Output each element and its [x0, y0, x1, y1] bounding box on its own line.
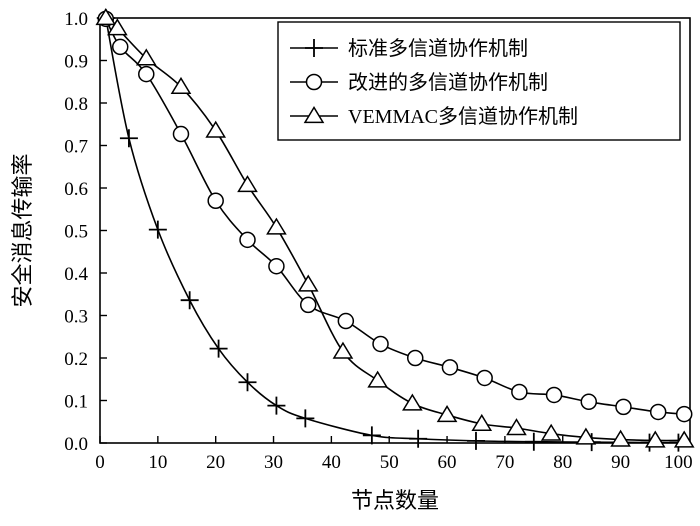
y-axis-title: 安全消息传输率 — [10, 153, 35, 307]
data-point-improved — [372, 335, 389, 353]
x-tick-label: 30 — [264, 452, 283, 473]
legend-marker-standard — [305, 39, 323, 57]
legend-item-improved: 改进的多信道协作机制 — [290, 71, 548, 94]
data-point-standard — [296, 409, 315, 428]
data-point-standard — [362, 426, 381, 445]
x-tick-label: 80 — [553, 452, 572, 473]
legend-label: 改进的多信道协作机制 — [348, 71, 548, 94]
data-point-improved — [406, 349, 424, 367]
y-tick-label: 0.1 — [64, 392, 88, 413]
tick-labels: 0 10 20 30 40 50 60 70 80 90 100 0.0 0.1 0.2 0.3 0.4 0.5… — [64, 9, 692, 473]
x-tick-label: 50 — [380, 452, 399, 473]
data-point-vemmac — [540, 423, 562, 441]
data-point-standard — [209, 339, 228, 358]
data-point-vemmac — [95, 8, 117, 26]
x-axis-title: 节点数量 — [351, 488, 439, 513]
data-point-vemmac — [367, 370, 388, 388]
x-tick-label: 40 — [322, 452, 341, 473]
x-tick-label: 90 — [611, 452, 630, 473]
data-point-standard — [524, 432, 543, 451]
y-tick-label: 0.7 — [64, 137, 88, 158]
data-point-standard — [238, 373, 257, 392]
data-point-improved — [580, 393, 598, 411]
data-point-vemmac — [205, 120, 227, 138]
data-point-improved — [207, 192, 224, 209]
data-point-standard — [180, 291, 199, 310]
data-point-vemmac — [107, 18, 128, 36]
data-point-vemmac — [436, 405, 458, 423]
data-point-vemmac — [610, 429, 631, 447]
data-point-vemmac — [332, 341, 354, 359]
legend-marker-vemmac — [303, 106, 325, 124]
x-tick-label: 0 — [95, 452, 105, 473]
data-point-improved — [675, 405, 693, 423]
data-point-improved — [337, 312, 355, 330]
x-tick-label: 70 — [495, 452, 514, 473]
y-tick-label: 0.0 — [64, 434, 88, 455]
data-point-improved — [239, 231, 256, 249]
data-point-standard — [267, 396, 286, 415]
plot-area — [95, 8, 695, 452]
data-point-vemmac — [170, 76, 192, 94]
data-point-vemmac — [575, 427, 597, 445]
data-point-standard — [466, 431, 485, 450]
data-point-improved — [138, 65, 155, 83]
data-point-vemmac — [471, 413, 493, 431]
y-tick-label: 0.6 — [64, 179, 88, 200]
series-line-standard — [104, 17, 679, 444]
series-layer — [95, 8, 695, 452]
data-point-vemmac — [673, 430, 695, 448]
data-point-vemmac — [266, 217, 287, 235]
data-point-vemmac — [402, 393, 423, 411]
data-point-improved — [268, 257, 285, 275]
data-point-improved — [299, 296, 317, 314]
series-vemmac — [95, 8, 695, 448]
data-point-vemmac — [644, 430, 666, 448]
data-point-vemmac — [135, 48, 157, 66]
series-improved — [97, 10, 693, 423]
data-point-vemmac — [237, 175, 258, 193]
data-point-standard — [409, 429, 428, 448]
y-tick-label: 0.4 — [64, 264, 88, 285]
legend-label: 标准多信道协作机制 — [348, 37, 528, 60]
legend-marker-improved — [305, 73, 323, 91]
data-point-improved — [649, 403, 667, 421]
x-tick-label: 20 — [206, 452, 225, 473]
legend-label: VEMMAC多信道协作机制 — [348, 105, 578, 128]
data-point-improved — [545, 386, 563, 404]
data-point-improved — [111, 38, 129, 56]
y-tick-label: 0.9 — [64, 52, 88, 73]
data-point-improved — [476, 369, 493, 387]
x-tick-label: 10 — [148, 452, 167, 473]
legend-item-standard: 标准多信道协作机制 — [290, 37, 528, 60]
data-point-standard — [119, 129, 138, 148]
x-tick-label: 100 — [664, 452, 693, 473]
data-point-vemmac — [506, 418, 527, 436]
data-point-improved — [441, 359, 459, 376]
y-tick-label: 0.8 — [64, 94, 88, 115]
legend-item-vemmac: VEMMAC多信道协作机制 — [290, 105, 578, 128]
data-point-standard — [148, 220, 167, 239]
data-point-improved — [511, 383, 528, 401]
x-tick-label: 60 — [438, 452, 457, 473]
data-point-vemmac — [297, 274, 319, 292]
y-tick-label: 1.0 — [64, 9, 88, 30]
data-point-improved — [172, 125, 190, 143]
legend-box — [277, 21, 681, 141]
data-point-improved — [615, 398, 632, 416]
y-tick-label: 0.5 — [64, 222, 88, 243]
y-tick-label: 0.3 — [64, 307, 88, 328]
y-tick-label: 0.2 — [64, 349, 88, 370]
